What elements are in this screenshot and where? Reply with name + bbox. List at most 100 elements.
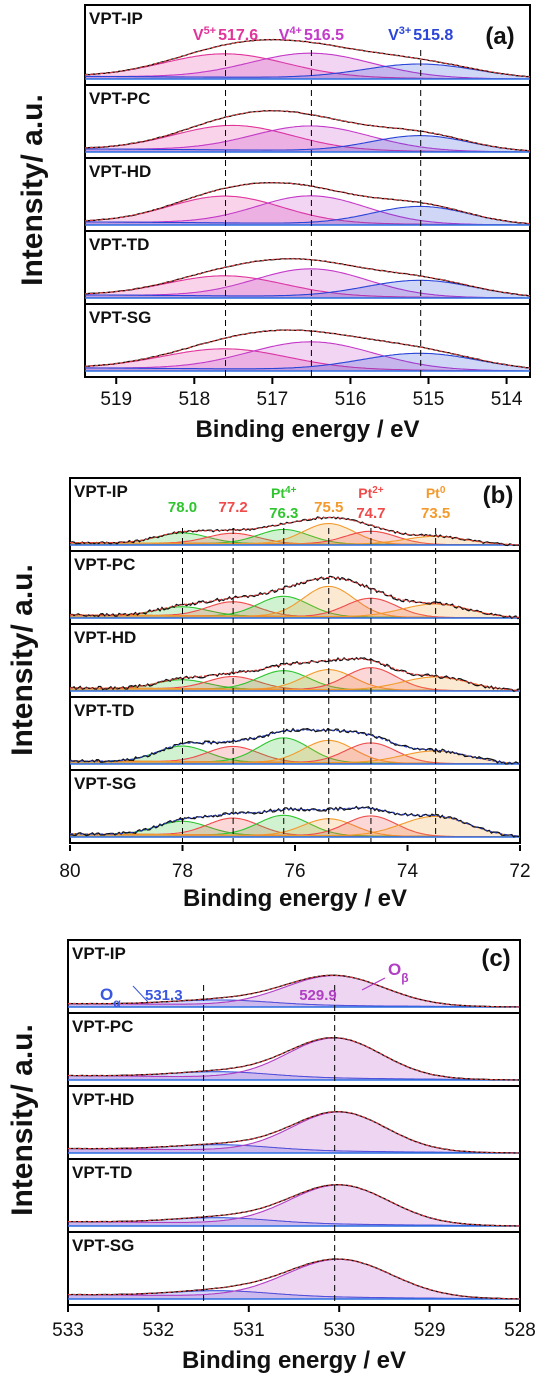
component-fill	[70, 529, 520, 545]
peak-value-label: 73.5	[421, 505, 450, 522]
strip-frame	[69, 769, 521, 844]
peak-value-label: 529.9	[299, 987, 337, 1004]
x-tick-label: 78	[172, 861, 193, 882]
component-fill	[85, 64, 530, 79]
spectrum-strip: VPT-HD	[84, 157, 531, 232]
x-tick-label: 72	[509, 861, 530, 882]
peak-value-label: 76.3	[269, 505, 298, 522]
spectrum-strip: VPT-TD	[67, 1158, 521, 1233]
component-fill	[85, 348, 530, 371]
fitted-envelope	[70, 729, 521, 765]
spectrum-strip: VPT-SG	[67, 1231, 521, 1306]
spectrum-strip: VPT-PC	[84, 84, 531, 159]
x-tick-label: 515	[413, 389, 445, 410]
component-fill	[85, 195, 530, 225]
fitted-envelope	[68, 974, 520, 1008]
x-tick-label: 76	[284, 861, 305, 882]
component-fill	[70, 669, 520, 691]
component-fill	[68, 1259, 520, 1299]
x-axis-label: Binding energy / eV	[182, 1347, 406, 1374]
label-pointer	[132, 985, 149, 1003]
x-tick-label: 516	[335, 389, 367, 410]
sample-label: VPT-SG	[74, 774, 136, 793]
component-fill	[70, 523, 520, 545]
component-peak	[85, 52, 531, 80]
fitted-envelope	[70, 807, 521, 837]
spectrum-strip: VPT-IP	[84, 4, 531, 86]
y-axis-label: Intensity/ a.u.	[6, 564, 39, 756]
x-tick-label: 530	[323, 1320, 355, 1341]
y-axis-label: Intensity/ a.u.	[6, 1024, 39, 1216]
component-fill	[68, 1038, 520, 1080]
component-peak	[85, 205, 531, 225]
component-fill	[68, 1112, 520, 1153]
component-peak	[70, 815, 521, 837]
component-fill	[70, 586, 520, 618]
component-fill	[85, 280, 530, 298]
component-fill	[85, 206, 530, 225]
panel-c: VPT-IP VPT-PC VPT-HD VPT-TD VPT-SG 533 532 531 5…	[6, 939, 536, 1374]
component-peak	[85, 268, 530, 299]
panel-letter: (a)	[485, 23, 514, 50]
y-axis-label: Intensity/ a.u.	[16, 94, 49, 286]
fitted-envelope	[84, 329, 531, 369]
sample-label: VPT-TD	[72, 1163, 132, 1182]
component-fill	[70, 598, 520, 618]
component-fill	[68, 1290, 520, 1299]
component-fill	[68, 1144, 520, 1153]
strip-frame	[69, 696, 521, 771]
fitted-envelope	[68, 1184, 520, 1227]
strip-frame	[84, 84, 531, 159]
strip-frame	[67, 1085, 521, 1160]
fitted-envelope	[68, 1037, 520, 1081]
peak-value-label: 78.0	[168, 499, 197, 516]
x-tick-label: 533	[52, 1320, 84, 1341]
panel-b: VPT-IP VPT-PC VPT-HD VPT-TD VPT-SG 80 78 76 74 72…	[6, 477, 531, 912]
spectrum-strip: VPT-TD	[69, 696, 521, 771]
sample-label: VPT-SG	[89, 308, 151, 327]
sample-label: VPT-TD	[89, 235, 149, 254]
sample-label: VPT-PC	[89, 89, 150, 108]
spectrum-strip: VPT-SG	[84, 303, 531, 378]
spectrum-strip: VPT-PC	[69, 550, 521, 625]
sample-label: VPT-TD	[74, 701, 134, 720]
sample-label: VPT-HD	[74, 628, 136, 647]
x-axis-label: Binding energy / eV	[195, 416, 419, 443]
spectrum-strip: VPT-IP	[67, 939, 521, 1014]
component-fill	[70, 816, 520, 837]
peak-label: V3+ 515.8	[388, 25, 453, 44]
panel-letter: (c)	[481, 945, 510, 972]
label-pointer	[361, 977, 386, 991]
component-peak	[85, 352, 531, 370]
component-peak	[85, 125, 530, 153]
panel-letter: (b)	[483, 482, 514, 509]
peak-species-label: Pt0	[426, 485, 446, 502]
x-tick-label: 532	[143, 1320, 175, 1341]
component-peak	[85, 63, 531, 78]
component-fill	[85, 353, 530, 371]
peak-value-label: 75.5	[314, 499, 343, 516]
component-fill	[70, 536, 520, 545]
component-fill	[68, 1217, 520, 1226]
strip-frame	[84, 230, 531, 305]
peak-species-label: Oα	[100, 985, 121, 1010]
peak-label: V4+ 516.5	[279, 25, 344, 44]
component-fill	[70, 815, 520, 837]
strip-frame	[69, 550, 521, 625]
peak-value-label: 531.3	[145, 987, 183, 1004]
component-fill	[70, 531, 520, 545]
component-peak	[85, 135, 531, 152]
peak-species-label: Pt4+	[271, 485, 297, 502]
strip-frame	[67, 939, 521, 1014]
sample-label: VPT-PC	[74, 555, 135, 574]
strip-frame	[69, 623, 521, 698]
experimental-spectrum	[70, 805, 521, 838]
sample-label: VPT-HD	[72, 1090, 134, 1109]
strip-frame	[84, 157, 531, 232]
component-peak	[85, 279, 531, 297]
x-tick-label: 80	[59, 861, 80, 882]
peak-value-label: 74.7	[356, 505, 385, 522]
component-fill	[85, 196, 530, 225]
spectrum-strip: VPT-TD	[84, 230, 531, 305]
fitted-envelope	[70, 516, 520, 546]
